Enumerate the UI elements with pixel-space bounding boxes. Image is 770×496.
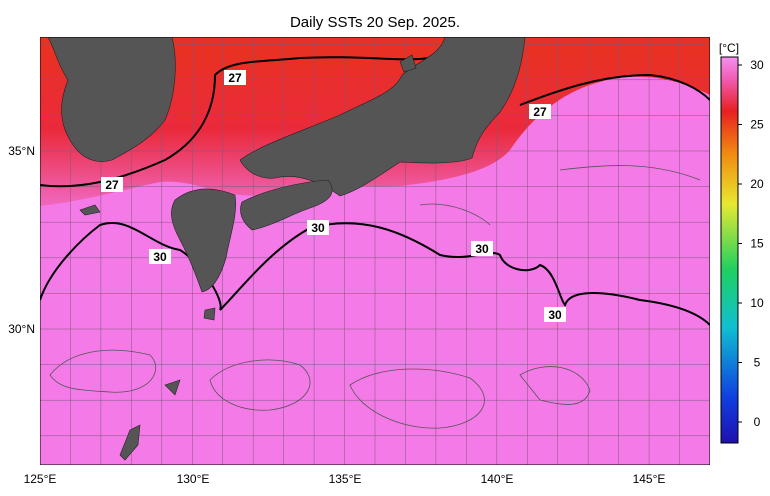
contour-label-box bbox=[529, 104, 551, 119]
colorbar-tick-label: 10 bbox=[750, 296, 764, 310]
lon-label: 145°E bbox=[633, 472, 666, 486]
contour-label: 27 bbox=[228, 71, 242, 85]
contour-30 bbox=[40, 222, 710, 326]
lon-label: 130°E bbox=[177, 472, 210, 486]
lat-label: 30°N bbox=[8, 322, 35, 336]
contour-label-box bbox=[471, 241, 493, 256]
contour-label: 30 bbox=[153, 250, 167, 264]
contour-label-box bbox=[101, 177, 123, 192]
land-sado bbox=[399, 54, 417, 73]
contour-label-group: 27 27 27 30 30 30 30 bbox=[101, 70, 566, 322]
land-islands bbox=[119, 307, 216, 461]
lon-label: 135°E bbox=[329, 472, 362, 486]
land bbox=[47, 37, 526, 461]
colorbar-ticks: 0 5 10 15 20 25 30 bbox=[738, 58, 764, 429]
contour-label: 27 bbox=[105, 178, 119, 192]
contour-27 bbox=[40, 56, 710, 188]
lon-label: 125°E bbox=[24, 472, 57, 486]
contour-minor bbox=[49, 165, 701, 429]
colorbar-unit: [°C] bbox=[719, 41, 739, 55]
land-honshu bbox=[239, 37, 526, 197]
contour-label: 30 bbox=[475, 242, 489, 256]
contour-label-box bbox=[544, 307, 566, 322]
contour-label: 27 bbox=[533, 105, 547, 119]
colorbar-tick-label: 30 bbox=[750, 58, 764, 72]
contour-label: 30 bbox=[548, 308, 562, 322]
land-jeju bbox=[79, 204, 101, 216]
contour-label-box bbox=[224, 70, 246, 85]
lon-label: 140°E bbox=[481, 472, 514, 486]
contour-label-box bbox=[149, 249, 171, 264]
colorbar-tick-label: 25 bbox=[750, 118, 764, 132]
land-kyushu bbox=[171, 188, 236, 293]
contour-label-box bbox=[307, 220, 329, 235]
colorbar-tick-label: 15 bbox=[750, 237, 764, 251]
contour-label: 30 bbox=[311, 221, 325, 235]
land-korea bbox=[47, 37, 176, 162]
colorbar-tick-label: 20 bbox=[750, 177, 764, 191]
colorbar-tick-label: 5 bbox=[754, 356, 761, 370]
map-title: Daily SSTs 20 Sep. 2025. bbox=[290, 14, 460, 31]
colorbar bbox=[720, 56, 739, 444]
colorbar-tick-label: 0 bbox=[754, 415, 761, 429]
lat-label: 35°N bbox=[8, 144, 35, 158]
map-area bbox=[40, 37, 710, 465]
land-shikoku bbox=[240, 179, 333, 231]
